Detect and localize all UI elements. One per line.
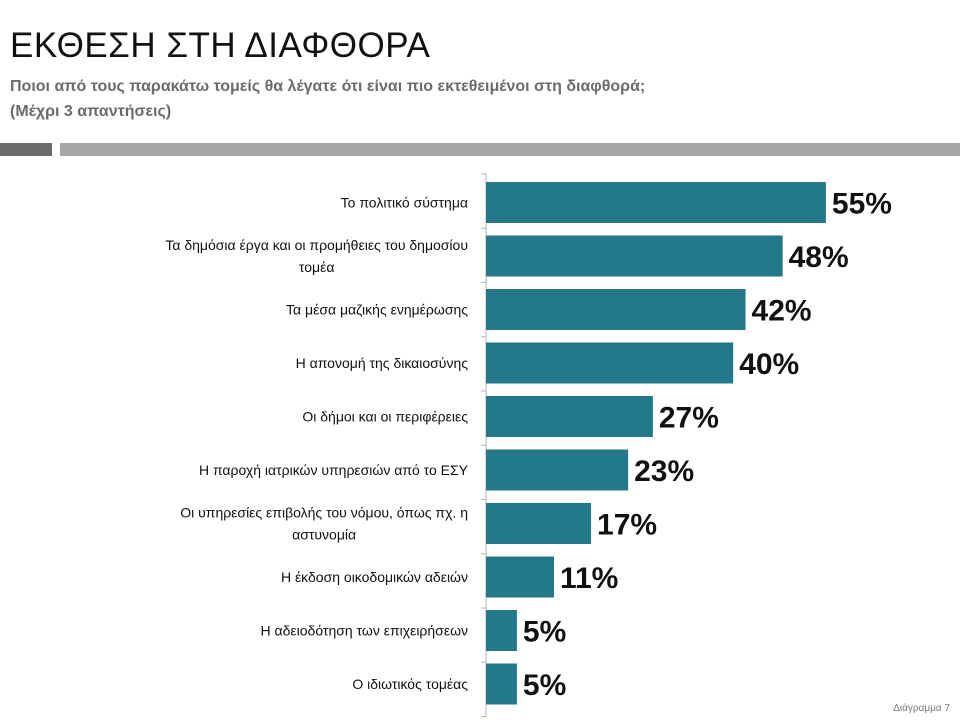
category-label-line: Η αδειοδότηση των επιχειρήσεων — [261, 623, 468, 639]
category-label: Οι δήμοι και οι περιφέρειες — [302, 409, 468, 425]
bar-value-label: 5% — [523, 616, 566, 649]
category-label: Η αδειοδότηση των επιχειρήσεων — [261, 623, 468, 639]
category-label-line: Οι δήμοι και οι περιφέρειες — [302, 409, 468, 425]
bar — [486, 449, 629, 491]
bar — [486, 342, 734, 384]
category-label: Η έκδοση οικοδομικών αδειών — [281, 569, 468, 585]
chart-category-labels: Το πολιτικό σύστημα Τα δημόσια έργα και ο… — [165, 195, 468, 693]
bar-value-label: 48% — [789, 241, 849, 274]
category-label-line: Τα δημόσια έργα και οι προμήθειες του δη… — [165, 237, 468, 253]
slide-footer: Διάγραμμα 7 — [893, 703, 950, 714]
bar — [486, 663, 517, 705]
category-label-line: Η παροχή ιατρικών υπηρεσιών από το ΕΣΥ — [199, 462, 469, 478]
category-label-line: Οι υπηρεσίες επιβολής του νόμου, όπως πχ… — [180, 505, 468, 521]
bar — [486, 182, 826, 223]
bar — [486, 556, 554, 598]
bar-value-label: 11% — [560, 562, 618, 595]
bar — [486, 503, 592, 544]
bar-value-label: 55% — [832, 188, 892, 221]
bar — [486, 396, 653, 437]
category-label: Η παροχή ιατρικών υπηρεσιών από το ΕΣΥ — [199, 462, 469, 478]
bar — [486, 610, 517, 651]
bar-value-label: 40% — [739, 348, 799, 381]
bar-value-label: 5% — [523, 669, 566, 702]
slide-title: ΕΚΘΕΣΗ ΣΤΗ ΔΙΑΦΘΟΡΑ — [10, 26, 431, 65]
category-label-line: Η έκδοση οικοδομικών αδειών — [281, 569, 468, 585]
chart-bars — [486, 182, 826, 705]
category-label: Τα μέσα μαζικής ενημέρωσης — [286, 302, 468, 318]
category-label-line: Ο ιδιωτικός τομέας — [352, 676, 468, 692]
subtitle-question: Ποιοι από τους παρακάτω τομείς θα λέγατε… — [10, 78, 646, 95]
header-divider-accent — [0, 143, 52, 156]
bar — [486, 289, 746, 330]
bar-value-label: 17% — [597, 509, 657, 542]
category-label: Το πολιτικό σύστημα — [341, 195, 468, 211]
category-label-line: Η απονομή της δικαιοσύνης — [296, 355, 469, 371]
bar — [486, 235, 783, 277]
bar-value-label: 27% — [659, 402, 719, 435]
chart-value-labels: 55% 48% 42% 40% 27% 23% 17% 11% 5% 5% — [523, 188, 892, 703]
category-label: Ο ιδιωτικός τομέας — [352, 676, 468, 692]
category-label-line: Τα μέσα μαζικής ενημέρωσης — [286, 302, 468, 318]
chart-axis — [481, 173, 487, 717]
subtitle-note: (Μέχρι 3 απαντήσεις) — [10, 103, 172, 120]
category-label-line: τομέα — [299, 259, 335, 275]
category-label-line: Το πολιτικό σύστημα — [341, 195, 468, 211]
bar-value-label: 23% — [634, 455, 694, 488]
bar-value-label: 42% — [752, 295, 812, 328]
category-label: Οι υπηρεσίες επιβολής του νόμου, όπως πχ… — [180, 505, 468, 543]
slide-subtitle: Ποιοι από τους παρακάτω τομείς θα λέγατε… — [10, 74, 810, 124]
category-label: Η απονομή της δικαιοσύνης — [296, 355, 469, 371]
category-label-line: αστυνομία — [292, 527, 356, 543]
category-label: Τα δημόσια έργα και οι προμήθειες του δη… — [165, 237, 468, 275]
header-divider — [60, 143, 960, 156]
